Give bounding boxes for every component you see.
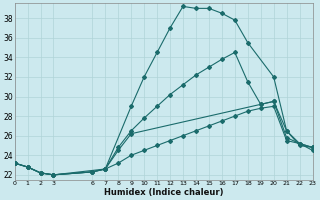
X-axis label: Humidex (Indice chaleur): Humidex (Indice chaleur) — [104, 188, 223, 197]
